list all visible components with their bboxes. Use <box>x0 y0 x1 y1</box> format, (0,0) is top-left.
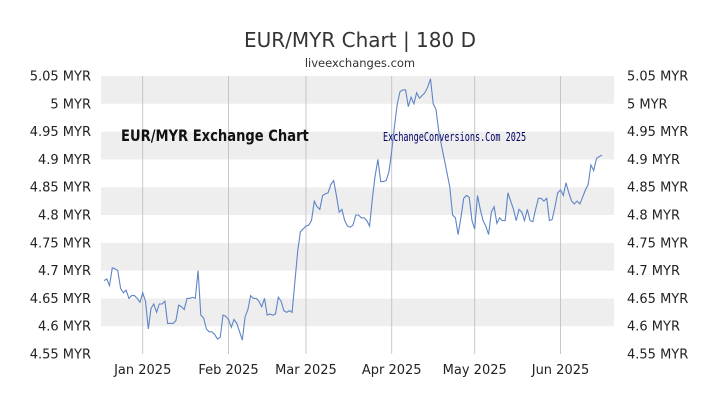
chart-annotation-title: EUR/MYR Exchange Chart <box>121 127 309 146</box>
chart-subtitle: liveexchanges.com <box>305 56 415 70</box>
background-bands <box>101 76 614 354</box>
y-tick-label-left: 4.9 MYR <box>38 153 91 168</box>
x-tick-label: Feb 2025 <box>198 363 258 378</box>
y-tick-label-right: 4.55 MYR <box>627 348 688 363</box>
x-tick-label: Mar 2025 <box>275 363 337 378</box>
grid-band <box>101 159 614 188</box>
y-tick-label-right: 4.6 MYR <box>627 320 680 335</box>
x-tick-label: Jun 2025 <box>531 363 590 378</box>
y-tick-label-right: 5 MYR <box>627 97 668 112</box>
grid-band <box>101 215 614 243</box>
grid-band <box>101 270 614 299</box>
y-tick-label-left: 4.65 MYR <box>30 292 91 307</box>
grid-band <box>101 76 614 104</box>
y-tick-label-right: 4.85 MYR <box>627 181 688 196</box>
series-line <box>103 78 603 341</box>
y-tick-label-left: 5 MYR <box>50 97 91 112</box>
y-tick-label-left: 4.55 MYR <box>30 348 91 363</box>
vertical-gridlines <box>142 76 561 354</box>
x-tick-label: May 2025 <box>443 363 507 378</box>
chart-annotation-watermark: ExchangeConversions.Com 2025 <box>383 129 526 144</box>
y-tick-label-left: 4.6 MYR <box>38 320 91 335</box>
grid-band <box>101 103 614 132</box>
y-tick-label-left: 4.75 MYR <box>30 236 91 251</box>
grid-band <box>101 187 614 215</box>
y-tick-label-right: 4.95 MYR <box>627 125 688 140</box>
grid-band <box>101 242 614 271</box>
y-tick-label-left: 4.85 MYR <box>30 181 91 196</box>
y-tick-label-right: 4.75 MYR <box>627 236 688 251</box>
y-tick-label-right: 4.65 MYR <box>627 292 688 307</box>
x-tick-label: Jan 2025 <box>113 363 171 378</box>
y-tick-label-right: 5.05 MYR <box>627 70 688 85</box>
y-tick-label-left: 5.05 MYR <box>30 70 91 85</box>
y-axis-right: 5.05 MYR 5 MYR 4.95 MYR 4.9 MYR 4.85 MYR 4.8 … <box>627 70 688 363</box>
x-tick-label: Apr 2025 <box>362 363 422 378</box>
y-tick-label-right: 4.7 MYR <box>627 264 680 279</box>
x-axis: Jan 2025 Feb 2025 Mar 2025 Apr 2025 May 2025… <box>113 363 589 378</box>
y-axis-left: 5.05 MYR 5 MYR 4.95 MYR 4.9 MYR 4.85 MYR 4.8 … <box>30 70 91 363</box>
y-tick-label-left: 4.8 MYR <box>38 209 91 224</box>
y-tick-label-left: 4.7 MYR <box>38 264 91 279</box>
y-tick-label-right: 4.9 MYR <box>627 153 680 168</box>
grid-band <box>101 326 614 354</box>
chart-title: EUR/MYR Chart | 180 D <box>244 28 476 52</box>
grid-band <box>101 298 614 327</box>
y-tick-label-left: 4.95 MYR <box>30 125 91 140</box>
y-tick-label-right: 4.8 MYR <box>627 209 680 224</box>
grid-band <box>101 131 614 160</box>
